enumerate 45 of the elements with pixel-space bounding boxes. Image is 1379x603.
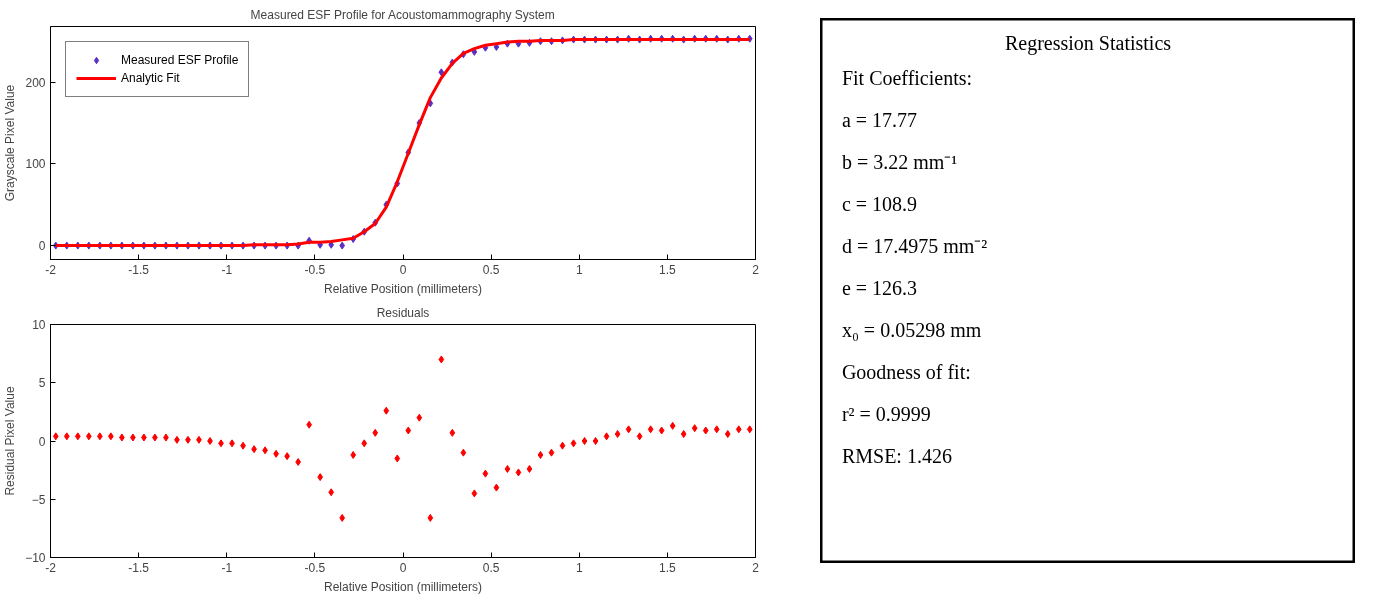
text: c = 108.9	[841, 193, 918, 216]
y-tick-label: −10	[25, 551, 46, 565]
x-tick-label: 0	[399, 560, 407, 575]
x-tick-label: 1.5	[659, 262, 677, 277]
chart-title: Measured ESF Profile for Acoustomammography System	[250, 7, 555, 22]
x-axis-title: Relative Position (millimeters)	[323, 281, 483, 296]
x-tick-label: -2	[45, 560, 57, 575]
y-tick-label: 100	[25, 157, 46, 172]
x-tick-label: 2	[752, 560, 760, 575]
x-tick-label: -2	[45, 262, 57, 277]
legend-label: Measured ESF Profile	[121, 53, 239, 67]
x-tick-label: -1.5	[128, 262, 150, 277]
y-tick-label: 5	[38, 376, 46, 391]
y-tick-label: 200	[25, 75, 46, 90]
y-tick-label: 0	[38, 434, 46, 449]
y-axis-title: Grayscale Pixel Value	[3, 84, 18, 202]
text: Goodness of fit:	[841, 361, 971, 384]
y-tick-label: 10	[32, 318, 46, 332]
x-tick-label: -1.5	[128, 560, 150, 575]
y-tick-label: −5	[31, 492, 46, 507]
text: Fit Coefficients:	[841, 67, 973, 90]
y-tick-label: 0	[38, 239, 46, 254]
x-tick-label: -0.5	[304, 262, 326, 277]
y-axis-title: Residual Pixel Value	[3, 386, 18, 496]
x-tick-label: -1	[221, 262, 233, 277]
text: RMSE: 1.426	[841, 445, 952, 468]
x-tick-label: -1	[221, 560, 233, 575]
x-tick-label: 1.5	[659, 560, 677, 575]
x-tick-label: 0	[399, 262, 407, 277]
text: e = 126.3	[841, 277, 918, 300]
x-tick-label: -0.5	[304, 560, 326, 575]
x-tick-label: 0.5	[482, 262, 500, 277]
text: d = 17.4975 mm⁻²	[841, 235, 988, 258]
x-tick-label: 2	[752, 262, 760, 277]
text: Regression Statistics	[1004, 32, 1172, 56]
text: x₀ = 0.05298 mm	[841, 319, 982, 342]
x-tick-label: 0.5	[482, 560, 500, 575]
x-axis-title: Relative Position (millimeters)	[323, 579, 483, 594]
x-tick-label: 1	[575, 560, 583, 575]
chart-title: Residuals	[376, 305, 430, 320]
x-tick-label: 1	[575, 262, 583, 277]
text: r² = 0.9999	[841, 403, 931, 426]
legend-label: Analytic Fit	[121, 71, 180, 85]
text: a = 17.77	[841, 109, 918, 132]
text: b = 3.22 mm⁻¹	[841, 151, 958, 174]
